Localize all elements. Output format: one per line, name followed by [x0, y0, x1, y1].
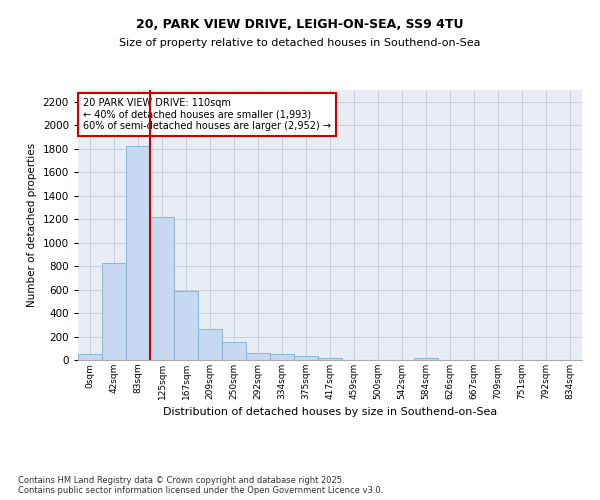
Text: Contains HM Land Registry data © Crown copyright and database right 2025.
Contai: Contains HM Land Registry data © Crown c… — [18, 476, 383, 495]
Text: Size of property relative to detached houses in Southend-on-Sea: Size of property relative to detached ho… — [119, 38, 481, 48]
Bar — [294, 356, 318, 360]
Bar — [198, 330, 222, 360]
X-axis label: Distribution of detached houses by size in Southend-on-Sea: Distribution of detached houses by size … — [163, 408, 497, 418]
Text: 20, PARK VIEW DRIVE, LEIGH-ON-SEA, SS9 4TU: 20, PARK VIEW DRIVE, LEIGH-ON-SEA, SS9 4… — [136, 18, 464, 30]
Bar — [318, 358, 342, 360]
Bar — [150, 217, 174, 360]
Bar — [270, 354, 294, 360]
Bar — [174, 290, 198, 360]
Bar — [102, 262, 126, 360]
Bar — [414, 358, 438, 360]
Y-axis label: Number of detached properties: Number of detached properties — [27, 143, 37, 307]
Bar — [126, 146, 150, 360]
Text: 20 PARK VIEW DRIVE: 110sqm
← 40% of detached houses are smaller (1,993)
60% of s: 20 PARK VIEW DRIVE: 110sqm ← 40% of deta… — [83, 98, 331, 132]
Bar — [222, 342, 246, 360]
Bar — [78, 354, 102, 360]
Bar — [246, 353, 270, 360]
